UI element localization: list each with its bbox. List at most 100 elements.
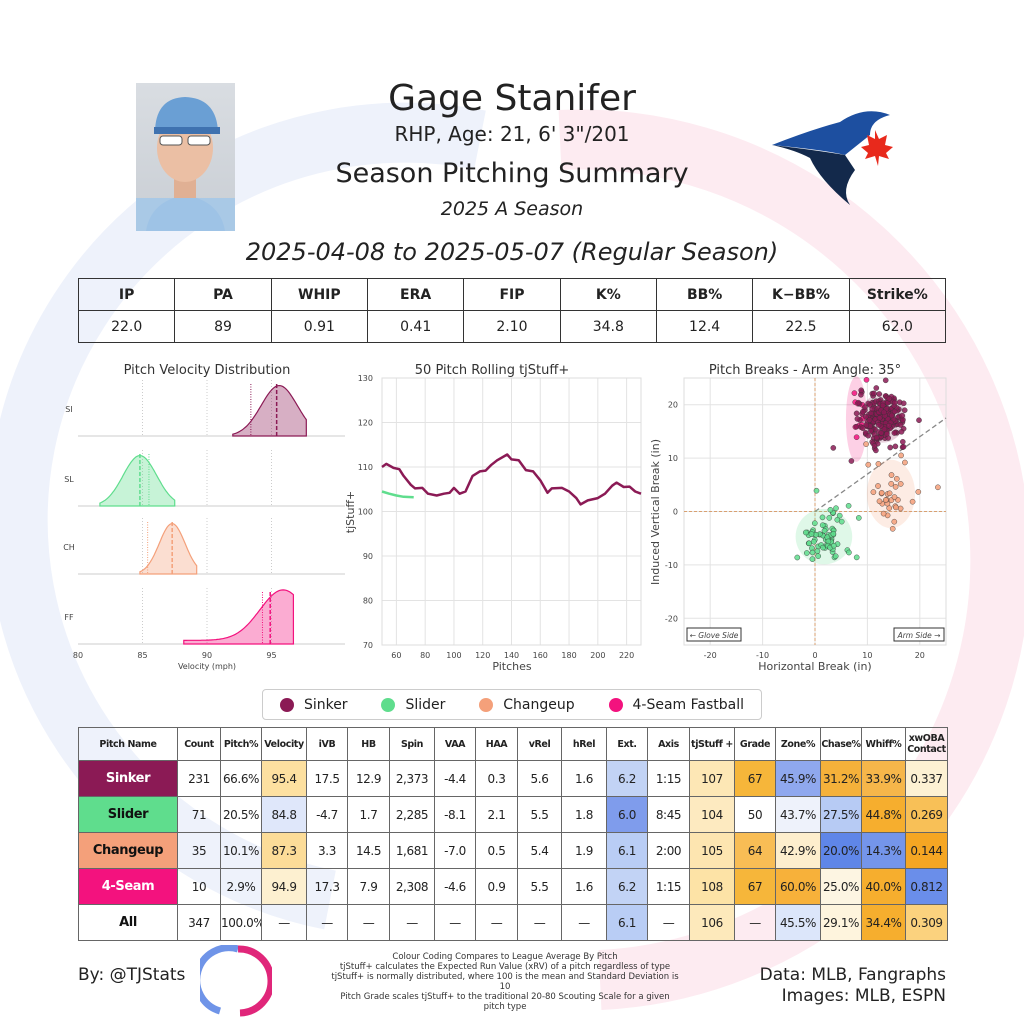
column-header: HAA (475, 727, 518, 761)
pitch-point (880, 510, 887, 517)
column-header: HB (347, 727, 390, 761)
table-row: Sinker 231 66.6% 95.4 17.5 12.9 2,373 -4.4 0.3 5.… (78, 760, 948, 797)
pitch-point (873, 447, 879, 454)
pitch-point (827, 506, 834, 513)
table-cell: 3.3 (306, 832, 348, 869)
column-header: Pitch Name (78, 727, 178, 761)
column-header: Velocity (261, 727, 307, 761)
stat-value: 34.8 (559, 310, 657, 343)
y-axis-label: Induced Vertical Break (in) (649, 439, 662, 585)
table-cell: 108 (689, 868, 735, 905)
pitch-point (830, 542, 837, 549)
x-tick-label: 80 (73, 651, 83, 660)
stat-value: 62.0 (848, 310, 947, 343)
pitch-point (838, 518, 845, 525)
x-tick-label: 140 (504, 651, 519, 660)
stat-header: IP (77, 278, 176, 311)
rolling-tjstuff-chart: 50 Pitch Rolling tjStuff+ 60 80 100 120 140 16… (344, 363, 642, 673)
table-cell: 1:15 (647, 868, 690, 905)
table-cell: 6.0 (606, 796, 648, 833)
x-tick-label: 10 (862, 651, 872, 660)
x-tick-label: -10 (756, 651, 769, 660)
table-cell: 34.4% (861, 904, 906, 941)
pitch-point (902, 459, 908, 466)
y-tick-label: 120 (358, 419, 373, 428)
x-axis-label: Velocity (mph) (178, 662, 236, 671)
pitch-point (898, 429, 905, 435)
pitch-point (854, 416, 861, 422)
pitch-point (863, 422, 870, 428)
column-header: VAA (434, 727, 476, 761)
table-row: Changeup 35 10.1% 87.3 3.3 14.5 1,681 -7.0 0.5 5.… (78, 832, 948, 869)
table-cell: 60.0% (775, 868, 821, 905)
pitch-point (830, 530, 837, 537)
table-cell: 1,681 (389, 832, 435, 869)
pitch-point (876, 498, 883, 505)
x-tick-label: 60 (391, 651, 401, 660)
table-cell: 2.1 (475, 796, 518, 833)
table-cell: — (734, 904, 776, 941)
pitch-point (863, 441, 869, 447)
y-tick-label: 110 (358, 463, 373, 472)
table-cell: 94.9 (261, 868, 307, 905)
column-header: Grade (734, 727, 776, 761)
pitch-point (878, 430, 884, 436)
table-cell: 347 (177, 904, 221, 941)
row-label: CH (63, 543, 75, 552)
table-cell: 1.8 (561, 796, 607, 833)
table-cell: 20.5% (220, 796, 262, 833)
pitch-table: Pitch Name Count Pitch% Velocity iVB HB Spin VA… (78, 727, 948, 941)
y-tick-label: 10 (668, 454, 678, 463)
table-cell: 2,373 (389, 760, 435, 797)
player-name: Gage Stanifer (388, 78, 636, 119)
table-cell: 231 (177, 760, 221, 797)
pitch-point (836, 512, 843, 519)
table-cell: 17.5 (306, 760, 348, 797)
pitch-point (814, 548, 821, 554)
season-label: 2025 A Season (440, 198, 584, 220)
pitch-point (855, 515, 862, 521)
pitch-point (794, 554, 801, 561)
column-header: Pitch% (220, 727, 262, 761)
y-tick-label: 100 (358, 508, 373, 517)
pitch-point (848, 458, 855, 464)
table-cell: 0.5 (475, 832, 518, 869)
x-tick-label: 120 (475, 651, 490, 660)
table-cell: 1:15 (647, 760, 690, 797)
table-cell: 84.8 (261, 796, 307, 833)
pitch-point (875, 422, 882, 428)
pitch-point (888, 481, 894, 487)
footnote: Colour Coding Compares to League Average… (392, 952, 618, 962)
table-cell: 71 (177, 796, 221, 833)
column-header: Ext. (606, 727, 648, 761)
pitch-point (811, 520, 818, 526)
plot-frame (381, 377, 642, 646)
table-cell: — (561, 904, 607, 941)
table-cell: 0.337 (905, 760, 948, 797)
table-cell: 43.7% (775, 796, 821, 833)
x-tick-label: 80 (420, 651, 430, 660)
pitch-breaks-chart: Pitch Breaks - Arm Angle: 35° -20 -10 0 10 20… (649, 363, 947, 673)
table-cell: -4.7 (306, 796, 348, 833)
column-header: Count (177, 727, 221, 761)
pitch-name-cell: Sinker (78, 760, 178, 797)
pitch-point (889, 525, 896, 532)
footnote: tjStuff+ is normally distributed, where … (331, 972, 679, 992)
pitch-point (853, 423, 860, 430)
column-header: xwOBA Contact (905, 727, 948, 761)
pitch-point (866, 417, 873, 423)
pitch-point (853, 410, 860, 417)
pitch-point (891, 518, 898, 525)
footnote: Pitch Grade scales tjStuff+ to the tradi… (340, 992, 670, 1012)
pitch-point (821, 527, 828, 534)
legend-marker-icon (279, 697, 294, 712)
points-slider (794, 487, 862, 562)
table-cell: 14.3% (861, 832, 906, 869)
velocity-row-si: SI (65, 380, 345, 437)
pitch-point (886, 422, 892, 429)
points-changeup (863, 441, 941, 532)
stat-header: K% (559, 278, 657, 311)
pitch-point (820, 544, 826, 551)
y-tick-label: 0 (673, 508, 678, 517)
table-cell: -4.4 (434, 760, 476, 797)
